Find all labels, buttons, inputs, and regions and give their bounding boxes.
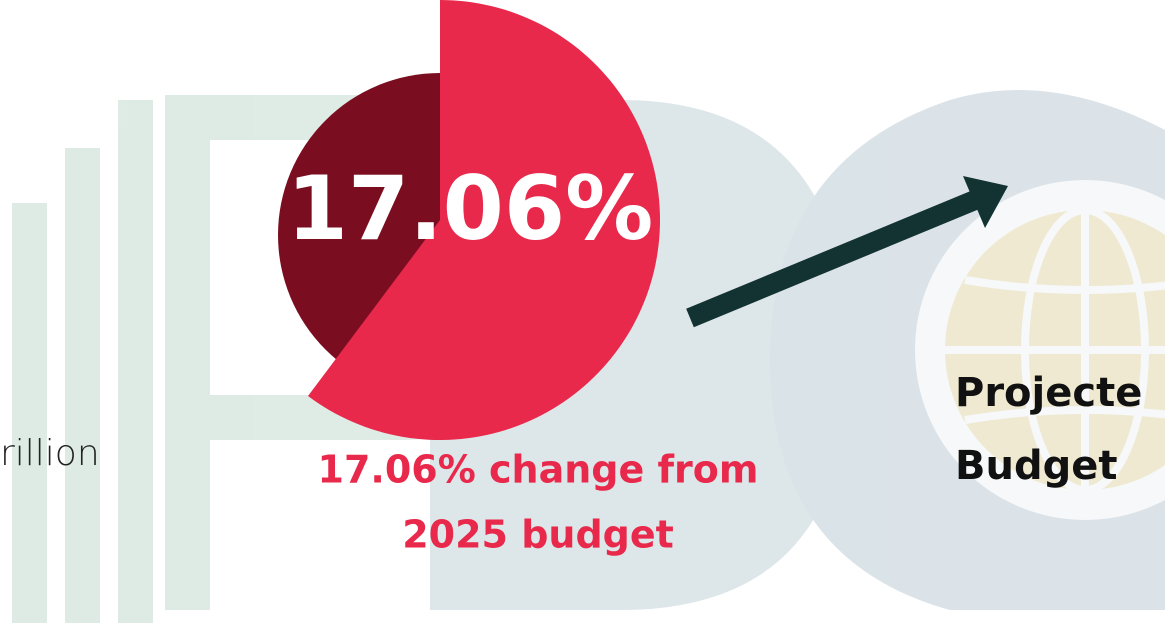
highlight-value: 17.06% xyxy=(287,157,654,260)
left-text: rillion xyxy=(0,433,100,474)
right-text: Budget xyxy=(955,443,1117,489)
globe xyxy=(915,180,1165,520)
pie-wedge xyxy=(308,0,660,440)
arrow xyxy=(686,176,1008,328)
bg-bar xyxy=(65,148,100,623)
caption: 17.06% change from xyxy=(318,448,759,492)
caption: 2025 budget xyxy=(402,513,674,557)
right-text: Projecte xyxy=(955,370,1142,416)
bg-bar xyxy=(12,203,47,623)
bg-bar xyxy=(118,100,153,623)
